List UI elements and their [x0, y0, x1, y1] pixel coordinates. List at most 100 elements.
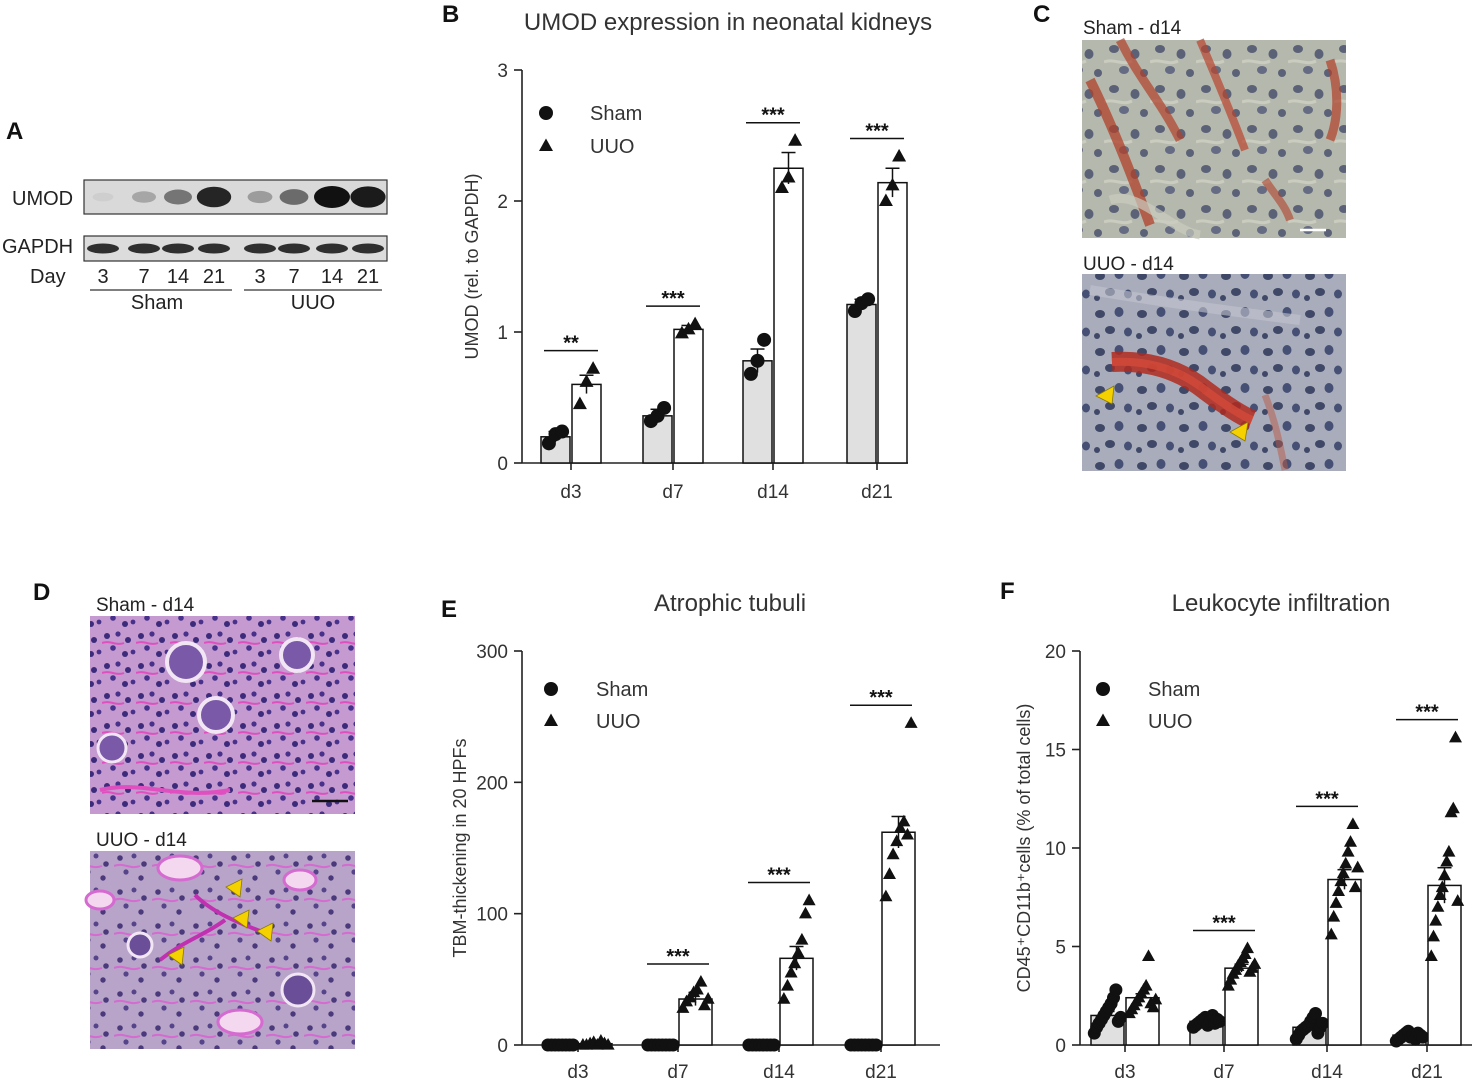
day-tick-label: 21: [203, 266, 225, 288]
panel-letter-e: E: [441, 596, 457, 623]
data-point-sham: [1416, 1030, 1430, 1044]
data-point-sham: [1213, 1014, 1227, 1028]
data-point-uuo: [1341, 844, 1355, 857]
bar-uuo: [773, 167, 804, 464]
umod-band: [247, 190, 273, 204]
y-axis-label: TBM-thickening in 20 HPFs: [450, 738, 470, 957]
significance-label: ***: [869, 687, 893, 709]
panel-a: A UMOD GAPDH Day 3 7 14 21 3 7 14 21 Sham UUO: [2, 118, 388, 314]
panel-letter-c: C: [1033, 1, 1050, 28]
data-point-uuo: [586, 361, 601, 374]
data-point-uuo: [784, 965, 798, 978]
legend-marker-sham: [539, 106, 553, 120]
data-point-uuo: [774, 180, 789, 193]
uuo-dilated-tubules: [84, 854, 318, 1036]
data-point-uuo: [1146, 1000, 1160, 1013]
data-point-sham: [767, 1038, 781, 1052]
y-tick-label: 300: [476, 642, 508, 663]
data-point-uuo: [1440, 854, 1454, 867]
data-point-sham: [1109, 983, 1123, 997]
micrograph-label-uuo-d: UUO - d14: [96, 830, 187, 851]
legend-marker-sham: [1096, 682, 1110, 696]
data-point-uuo: [795, 932, 809, 945]
blot-row-label-gapdh: GAPDH: [2, 236, 73, 258]
data-point-uuo: [698, 998, 711, 1011]
legend-marker-uuo: [1096, 713, 1110, 727]
data-point-uuo: [1238, 947, 1252, 960]
data-point-uuo: [781, 978, 794, 991]
y-tick-label: 200: [476, 773, 508, 794]
data-point-uuo: [601, 1037, 615, 1050]
x-tick-label: d3: [560, 482, 581, 503]
y-tick-label: 20: [1045, 642, 1066, 663]
data-point-uuo: [781, 169, 796, 183]
data-point-uuo: [904, 716, 918, 728]
legend-marker-uuo: [539, 138, 553, 152]
umod-band: [196, 186, 232, 208]
x-tick-label: d21: [861, 482, 893, 503]
data-point-uuo: [1336, 866, 1350, 879]
arrowhead-icon: [256, 922, 274, 942]
data-point-uuo: [1438, 868, 1451, 881]
data-point-sham: [657, 400, 672, 415]
significance-label: ***: [1315, 788, 1339, 810]
chart-title: UMOD expression in neonatal kidneys: [524, 9, 932, 36]
legend-marker-sham: [544, 682, 558, 696]
day-tick-label: 14: [321, 266, 343, 288]
x-tick-label: d7: [1213, 1062, 1234, 1083]
data-point-uuo: [1332, 884, 1345, 897]
data-point-uuo: [886, 847, 900, 860]
bar-uuo: [877, 181, 908, 464]
data-point-uuo: [701, 992, 715, 1004]
data-point-uuo: [1334, 874, 1348, 887]
umod-band: [92, 192, 114, 202]
data-point-uuo: [572, 396, 587, 410]
day-tick-label: 14: [167, 266, 189, 288]
umod-band: [314, 186, 350, 208]
legend-label-sham: Sham: [590, 103, 642, 125]
legend-label-uuo: UUO: [596, 711, 640, 733]
y-tick-label: 2: [497, 192, 508, 213]
data-point-sham: [1316, 1016, 1330, 1030]
x-tick-label: d3: [567, 1062, 588, 1083]
data-point-uuo: [893, 821, 907, 833]
chart-title: Leukocyte infiltration: [1172, 590, 1391, 617]
arrowhead-icon: [232, 909, 250, 929]
data-point-uuo: [1149, 992, 1163, 1005]
uuo-micrograph: [1082, 274, 1346, 471]
x-tick-label: d14: [763, 1062, 795, 1083]
gapdh-band: [198, 243, 230, 254]
x-tick-label: d21: [865, 1062, 897, 1083]
sham-glomeruli: [96, 637, 315, 795]
umod-bands: [92, 186, 386, 208]
x-tick-label: d3: [1114, 1062, 1135, 1083]
y-tick-label: 15: [1045, 741, 1066, 762]
significance-label: **: [563, 333, 579, 355]
data-point-uuo: [694, 974, 708, 987]
significance-label: ***: [666, 946, 690, 968]
uuo-stained-tubule: [1089, 285, 1301, 471]
data-point-uuo: [897, 814, 911, 827]
data-point-uuo: [1329, 896, 1343, 908]
umod-band: [132, 191, 156, 203]
data-point-uuo: [883, 867, 896, 879]
gapdh-bands: [87, 243, 384, 254]
x-tick-label: d14: [1311, 1062, 1343, 1083]
y-axis-label: UMOD (rel. to GAPDH): [462, 173, 482, 359]
data-point-sham: [869, 1038, 883, 1052]
data-point-sham: [750, 353, 765, 368]
gapdh-band: [278, 243, 310, 254]
chart-panel-b: B UMOD expression in neonatal kidneys UMO…: [442, 1, 932, 503]
data-point-uuo: [1442, 844, 1456, 857]
data-point-uuo: [674, 325, 689, 339]
panel-c: C Sham - d14 UUO - d14: [1033, 1, 1346, 471]
data-point-uuo: [799, 906, 812, 919]
panel-letter-b: B: [442, 1, 459, 28]
gapdh-band: [87, 243, 119, 254]
data-point-uuo: [1344, 835, 1357, 847]
panel-letter-f: F: [1000, 578, 1015, 605]
data-point-uuo: [681, 321, 696, 335]
bar-uuo: [673, 328, 704, 464]
data-point-uuo: [1348, 880, 1362, 893]
data-point-uuo: [1435, 880, 1449, 893]
